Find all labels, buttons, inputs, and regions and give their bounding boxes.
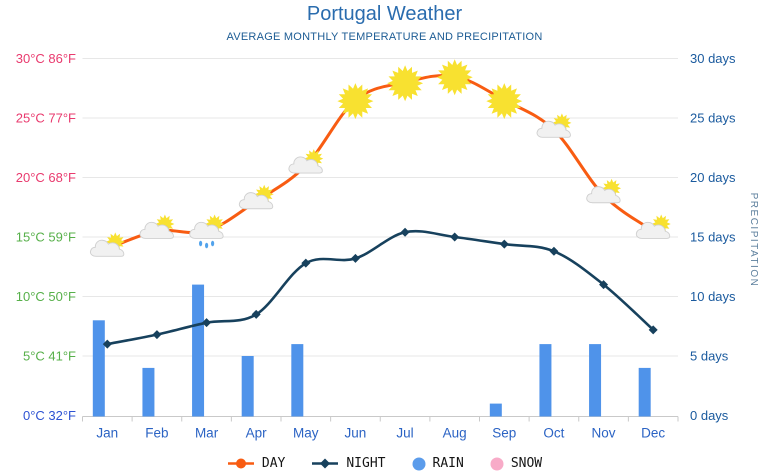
partly-cloudy-icon[interactable] (536, 113, 572, 138)
legend-item-night[interactable]: NIGHT (311, 456, 386, 471)
sunny-icon[interactable] (337, 83, 374, 120)
night-line (107, 229, 655, 346)
legend: DAY NIGHT RAIN SNOW (0, 456, 769, 471)
month-label-sep: Sep (492, 426, 516, 441)
rain-bar[interactable] (489, 403, 502, 417)
month-label-mar: Mar (195, 426, 219, 441)
month-label-jan: Jan (96, 426, 118, 441)
left-axis-label: 25°C 77°F (16, 111, 76, 126)
precipitation-axis-title: PRECIPITATION (748, 193, 759, 288)
legend-label-snow: SNOW (510, 456, 543, 471)
month-label-dec: Dec (641, 426, 665, 441)
day-line (106, 73, 655, 251)
month-label-feb: Feb (145, 426, 168, 441)
night-point[interactable] (599, 280, 609, 290)
legend-label-day: DAY (261, 456, 286, 471)
legend-item-day[interactable]: DAY (227, 456, 285, 471)
month-label-jul: Jul (396, 426, 413, 441)
partly-cloudy-icon[interactable] (586, 178, 622, 204)
night-point[interactable] (450, 232, 460, 242)
rain-circle-icon (412, 457, 425, 470)
month-label-jun: Jun (345, 426, 367, 441)
legend-label-night: NIGHT (346, 456, 386, 471)
partly-cloudy-icon[interactable] (635, 214, 671, 239)
sunny-icon[interactable] (486, 83, 523, 120)
rain-bar[interactable] (192, 284, 205, 417)
right-axis-label: 5 days (690, 349, 729, 364)
right-axis-label: 25 days (690, 111, 736, 126)
right-axis-label: 20 days (690, 170, 736, 185)
legend-label-rain: RAIN (432, 456, 464, 471)
left-axis-label: 15°C 59°F (16, 230, 76, 245)
night-point[interactable] (152, 330, 162, 340)
sunny-icon[interactable] (436, 59, 473, 96)
left-axis-label: 30°C 86°F (16, 51, 76, 66)
snow-circle-icon (490, 457, 504, 470)
month-label-aug: Aug (443, 426, 467, 441)
day-line-marker-icon (227, 458, 254, 469)
night-point[interactable] (202, 318, 212, 328)
partly-cloudy-icon[interactable] (139, 214, 175, 239)
partly-cloudy-icon[interactable] (238, 184, 274, 210)
left-axis-label: 0°C 32°F (23, 408, 76, 423)
left-axis-label: 5°C 41°F (23, 349, 76, 364)
rain-sun-icon[interactable] (189, 214, 225, 249)
night-point[interactable] (301, 258, 311, 268)
page-title: Portugal Weather (306, 3, 463, 25)
partly-cloudy-icon[interactable] (89, 232, 125, 257)
right-axis-label: 30 days (690, 51, 736, 66)
rain-bar[interactable] (291, 344, 304, 417)
left-axis-label: 20°C 68°F (16, 170, 76, 185)
month-label-may: May (293, 426, 319, 441)
night-point[interactable] (648, 325, 658, 335)
night-point[interactable] (251, 309, 261, 319)
legend-item-rain[interactable]: RAIN (412, 456, 464, 471)
legend-item-snow[interactable]: SNOW (490, 456, 542, 471)
rain-bar[interactable] (539, 344, 552, 417)
night-point[interactable] (400, 227, 410, 237)
right-axis-label: 10 days (690, 289, 736, 304)
sunny-icon[interactable] (387, 65, 424, 102)
partly-cloudy-icon[interactable] (288, 149, 324, 174)
rain-bar[interactable] (589, 344, 602, 417)
night-point[interactable] (102, 339, 112, 349)
rain-bar[interactable] (142, 367, 155, 417)
month-label-apr: Apr (246, 426, 268, 441)
rain-bar[interactable] (92, 320, 105, 417)
right-axis-label: 15 days (690, 230, 736, 245)
right-axis-label: 0 days (690, 408, 729, 423)
rain-bar[interactable] (241, 356, 254, 417)
night-line-marker-icon (312, 458, 339, 469)
month-label-nov: Nov (592, 426, 616, 441)
left-axis-label: 10°C 50°F (16, 289, 76, 304)
night-point[interactable] (499, 239, 509, 249)
rain-bar[interactable] (638, 367, 651, 417)
night-point[interactable] (350, 253, 360, 263)
month-label-oct: Oct (543, 426, 564, 441)
night-point[interactable] (549, 246, 559, 256)
page-subtitle: AVERAGE MONTHLY TEMPERATURE AND PRECIPIT… (226, 31, 543, 43)
